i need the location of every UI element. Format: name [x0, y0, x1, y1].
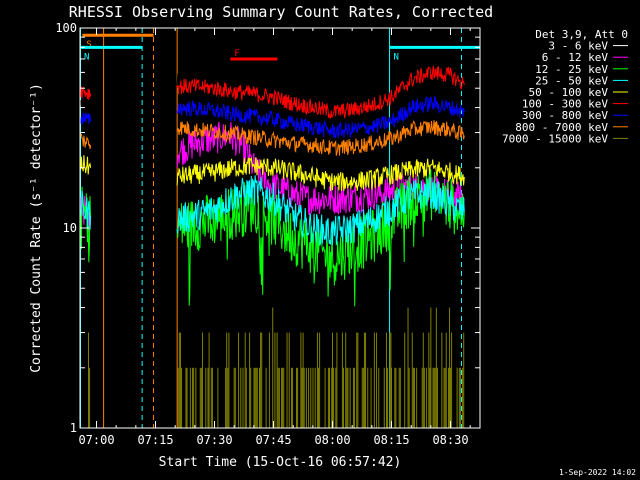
series-line	[176, 175, 465, 246]
flag-bars: SN NF	[80, 33, 480, 62]
series-line	[80, 186, 92, 263]
legend-entry: 50 - 100 keV	[529, 86, 628, 99]
legend-entry-label: 100 - 300 keV	[522, 98, 608, 111]
legend-entry: 6 - 12 keV	[542, 51, 628, 64]
legend-entry-label: 800 - 7000 keV	[515, 121, 608, 134]
legend-entry-label: 25 - 50 keV	[535, 74, 608, 87]
series-8	[80, 120, 465, 156]
x-tick-label: 08:30	[432, 433, 468, 447]
flag-label: S	[86, 40, 91, 50]
x-tick-label: 08:00	[314, 433, 350, 447]
series-line	[176, 157, 465, 192]
series-line	[176, 44, 465, 115]
legend-entry: 3 - 6 keV	[548, 40, 628, 53]
series-line	[80, 112, 92, 125]
series-line	[80, 190, 92, 230]
x-tick-label: 07:15	[137, 433, 173, 447]
x-tick-label: 08:15	[373, 433, 409, 447]
legend-entry: 25 - 50 keV	[535, 74, 628, 87]
series-line	[80, 133, 92, 149]
x-axis-label: Start Time (15-Oct-16 06:57:42)	[159, 455, 402, 470]
series-6	[80, 65, 465, 119]
timestamp: 1-Sep-2022 14:02	[559, 468, 636, 477]
legend-entry: 12 - 25 keV	[535, 63, 628, 76]
series-line	[176, 95, 465, 140]
axes: 07:00 07:15 07:30 07:45 08:00 08:15 08:30 1 10 10…	[55, 21, 480, 447]
flag-label: N	[394, 52, 399, 62]
series-line	[80, 86, 92, 100]
legend-entry-label: 7000 - 15000 keV	[502, 132, 608, 145]
y-tick-label: 100	[55, 21, 77, 35]
legend-header: Det 3,9, Att 0	[535, 28, 628, 41]
y-axis-label: Corrected Count Rate (s⁻¹ detector⁻¹)	[29, 83, 44, 373]
series-9	[87, 307, 465, 428]
x-tick-label: 07:45	[255, 433, 291, 447]
legend-entry: 100 - 300 keV	[522, 98, 628, 111]
legend-entry-label: 3 - 6 keV	[548, 40, 608, 53]
legend-entry-label: 12 - 25 keV	[535, 63, 608, 76]
legend-entry: 800 - 7000 keV	[515, 121, 628, 134]
legend-entry-label: 300 - 800 keV	[522, 109, 608, 122]
flag-label: F	[234, 49, 239, 59]
legend-entry-label: 6 - 12 keV	[542, 51, 609, 64]
series-line	[176, 120, 465, 156]
series-7	[80, 95, 465, 140]
flag-label: N	[84, 52, 89, 62]
series-4	[80, 175, 465, 246]
legend-entry-label: 50 - 100 keV	[529, 86, 609, 99]
y-tick-label: 1	[70, 421, 77, 435]
x-tick-label: 07:00	[78, 433, 114, 447]
y-tick-label: 10	[63, 221, 77, 235]
series-line	[176, 65, 465, 119]
x-tick-label: 07:30	[196, 433, 232, 447]
legend-entry: 300 - 800 keV	[522, 109, 628, 122]
legend-entry: 7000 - 15000 keV	[502, 132, 628, 145]
chart-title: RHESSI Observing Summary Count Rates, Co…	[69, 3, 493, 21]
series-lines	[80, 44, 465, 428]
